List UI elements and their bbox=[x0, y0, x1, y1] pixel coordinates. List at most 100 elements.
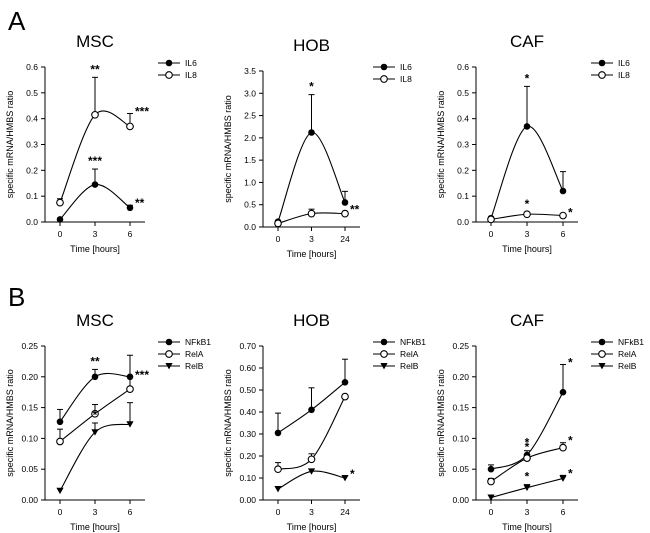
legend-marker bbox=[165, 71, 173, 79]
legend-marker bbox=[165, 363, 173, 370]
series-nfkb1: ** bbox=[56, 354, 134, 426]
legend-item-il6: IL6 bbox=[373, 62, 412, 72]
x-tick-label: 24 bbox=[340, 234, 350, 244]
legend-marker bbox=[598, 59, 606, 67]
legend-label: RelA bbox=[618, 349, 637, 359]
y-tick-label: 0.15 bbox=[21, 403, 38, 413]
significance-label: *** bbox=[135, 368, 149, 382]
series-rela bbox=[274, 392, 349, 474]
data-point bbox=[341, 199, 349, 206]
x-tick-label: 6 bbox=[128, 229, 133, 239]
y-tick-label: 0.10 bbox=[21, 433, 38, 443]
legend-label: NFkB1 bbox=[400, 337, 426, 347]
y-tick-label: 0.50 bbox=[239, 385, 256, 395]
data-point bbox=[56, 216, 64, 223]
y-tick-label: 0.05 bbox=[21, 464, 38, 474]
x-tick-label: 3 bbox=[93, 507, 98, 517]
x-tick-label: 0 bbox=[58, 507, 63, 517]
legend-item-nfkb1: NFkB1 bbox=[373, 337, 426, 347]
x-tick-label: 6 bbox=[561, 229, 566, 239]
x-axis-label: Time [hours] bbox=[287, 522, 337, 532]
data-point bbox=[341, 392, 349, 401]
legend-label: RelB bbox=[185, 361, 204, 371]
series-line bbox=[277, 131, 346, 222]
significance-label: *** bbox=[88, 154, 102, 168]
x-tick-label: 6 bbox=[128, 507, 133, 517]
data-point bbox=[487, 465, 495, 473]
data-point bbox=[307, 209, 316, 218]
series-rela: *** bbox=[56, 368, 149, 446]
legend-item-il8: IL8 bbox=[373, 74, 412, 84]
data-point bbox=[307, 468, 316, 475]
chart-title: CAF bbox=[510, 311, 544, 330]
significance-label: * bbox=[525, 71, 530, 85]
series-relb: * bbox=[56, 402, 134, 495]
data-point bbox=[559, 187, 567, 195]
y-tick-label: 0.15 bbox=[452, 403, 469, 413]
chart-title: HOB bbox=[293, 36, 330, 55]
data-point bbox=[91, 110, 99, 119]
legend-label: IL8 bbox=[185, 70, 197, 80]
y-tick-label: 0.00 bbox=[452, 495, 469, 505]
data-point bbox=[487, 477, 495, 486]
legend-label: IL6 bbox=[618, 58, 630, 68]
x-axis-label: Time [hours] bbox=[70, 522, 120, 532]
y-axis-label: specific mRNA/HMBS ratio bbox=[5, 91, 15, 199]
x-tick-label: 3 bbox=[93, 229, 98, 239]
y-tick-label: 2.0 bbox=[244, 133, 256, 143]
chart-title: MSC bbox=[76, 32, 114, 51]
data-point bbox=[308, 129, 315, 136]
chart-title: HOB bbox=[293, 311, 330, 330]
data-point bbox=[56, 487, 64, 495]
y-tick-label: 0.4 bbox=[457, 114, 469, 124]
y-tick-label: 0.10 bbox=[239, 473, 256, 483]
legend-marker bbox=[380, 63, 388, 71]
legend-item-nfkb1: NFkB1 bbox=[591, 337, 644, 347]
x-tick-label: 0 bbox=[58, 229, 63, 239]
significance-label: * bbox=[309, 80, 314, 94]
y-axis-label: specific mRNA/HMBS ratio bbox=[223, 95, 233, 203]
legend-marker bbox=[380, 338, 388, 346]
y-tick-label: 0.6 bbox=[26, 62, 38, 72]
y-tick-label: 0.1 bbox=[457, 191, 469, 201]
y-tick-label: 0.0 bbox=[457, 217, 469, 227]
x-tick-label: 0 bbox=[276, 234, 281, 244]
y-tick-label: 0.70 bbox=[239, 341, 256, 351]
y-tick-label: 0.3 bbox=[26, 140, 38, 150]
series-nfkb1 bbox=[274, 358, 349, 437]
data-point bbox=[307, 455, 316, 464]
x-tick-label: 0 bbox=[276, 507, 281, 517]
legend-label: IL8 bbox=[400, 74, 412, 84]
y-tick-label: 3.5 bbox=[244, 66, 256, 76]
data-point bbox=[523, 454, 531, 462]
legend-item-rela: RelA bbox=[373, 349, 419, 359]
y-tick-label: 0.2 bbox=[457, 165, 469, 175]
y-tick-label: 0.00 bbox=[21, 495, 38, 505]
data-point bbox=[274, 486, 282, 493]
data-point bbox=[126, 204, 134, 212]
data-point bbox=[523, 484, 531, 492]
data-point bbox=[341, 379, 349, 386]
legend-marker bbox=[598, 350, 606, 358]
legend-label: IL6 bbox=[185, 58, 197, 68]
legend-label: RelA bbox=[400, 349, 419, 359]
y-tick-label: 0.10 bbox=[452, 433, 469, 443]
series-relb: * * bbox=[487, 466, 573, 501]
y-tick-label: 0.00 bbox=[239, 495, 256, 505]
data-point bbox=[274, 429, 282, 437]
data-point bbox=[559, 211, 567, 220]
series-il6: ***** bbox=[56, 154, 145, 223]
y-tick-label: 3.0 bbox=[244, 88, 256, 98]
legend-marker bbox=[380, 363, 388, 370]
y-axis-label: specific mRNA/HMBS ratio bbox=[436, 91, 446, 199]
x-tick-label: 3 bbox=[309, 507, 314, 517]
significance-label: * bbox=[525, 440, 530, 454]
data-point bbox=[91, 409, 99, 418]
legend-marker bbox=[598, 363, 606, 370]
legend-item-il6: IL6 bbox=[158, 58, 197, 68]
significance-label: ** bbox=[90, 354, 100, 368]
data-point bbox=[274, 465, 282, 474]
y-axis-label: specific mRNA/HMBS ratio bbox=[223, 369, 233, 477]
legend-label: IL6 bbox=[400, 62, 412, 72]
series-il6: * bbox=[274, 80, 349, 225]
